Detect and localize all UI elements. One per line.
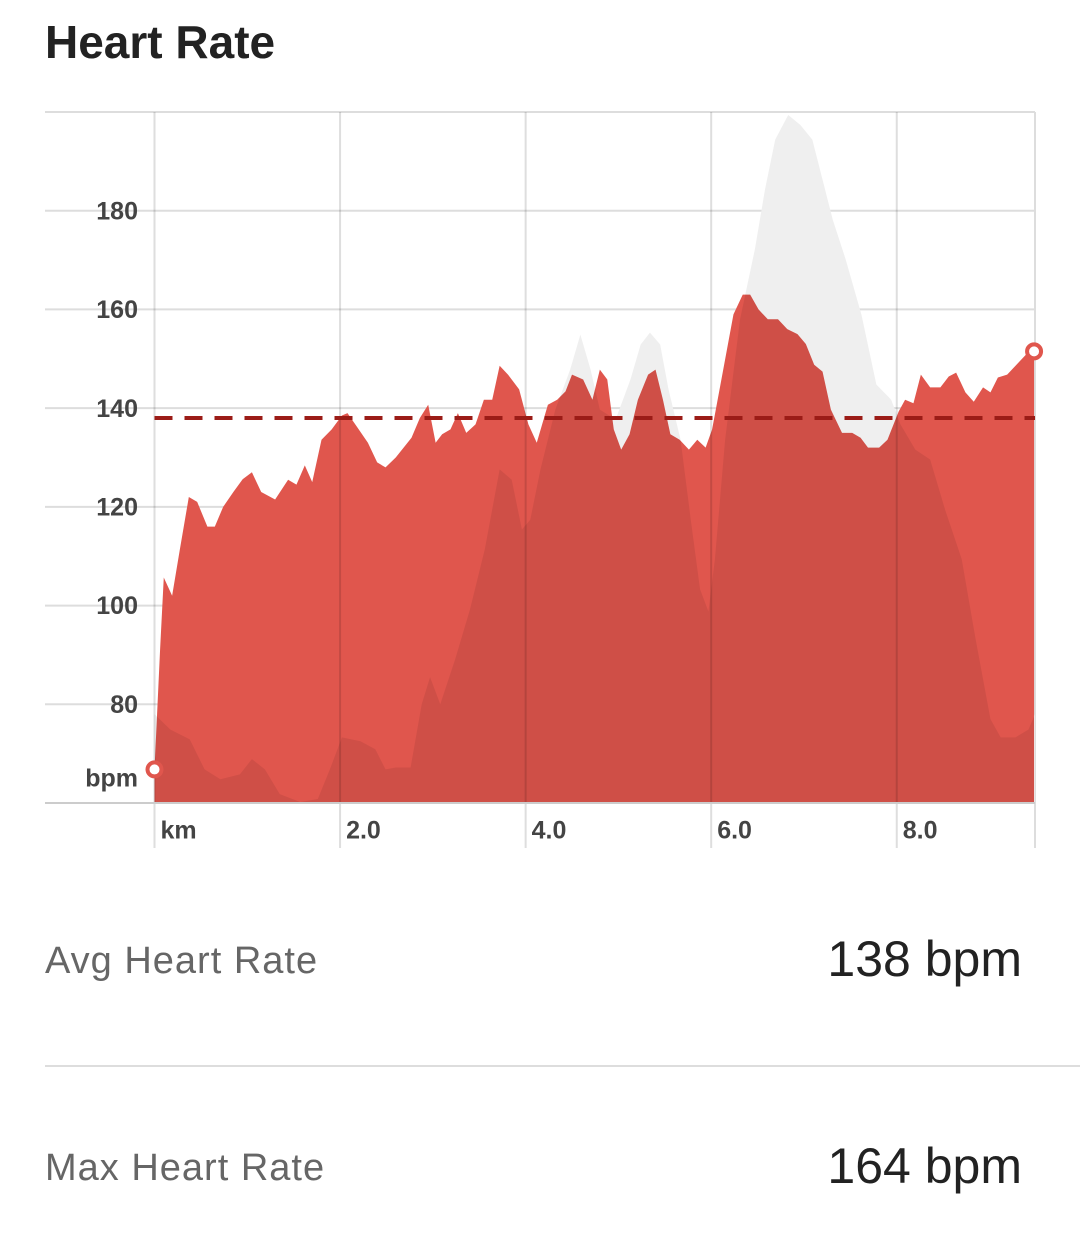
x-tick-label: 2.0	[346, 817, 381, 845]
y-tick-label: 120	[96, 493, 138, 521]
heart-rate-area	[154, 294, 1035, 803]
y-tick-label: 160	[96, 296, 138, 324]
stat-value: 164 bpm	[827, 1138, 1022, 1194]
endpoint-marker	[145, 760, 164, 779]
stat-label: Max Heart Rate	[45, 1147, 325, 1189]
x-tick-label: km	[161, 817, 197, 845]
elevation-overlap	[154, 294, 1035, 803]
stat-value: 138 bpm	[827, 931, 1022, 987]
endpoint-marker	[1025, 342, 1044, 361]
x-tick-label: 6.0	[717, 817, 752, 845]
stat-label: Avg Heart Rate	[45, 940, 318, 982]
section-title: Heart Rate	[45, 16, 275, 68]
y-tick-label: 180	[96, 197, 138, 225]
x-tick-label: 8.0	[903, 817, 938, 845]
y-tick-label: 80	[110, 691, 138, 719]
y-tick-label: 100	[96, 592, 138, 620]
y-tick-label: 140	[96, 395, 138, 423]
y-unit-label: bpm	[85, 765, 138, 793]
x-tick-label: 4.0	[532, 817, 567, 845]
